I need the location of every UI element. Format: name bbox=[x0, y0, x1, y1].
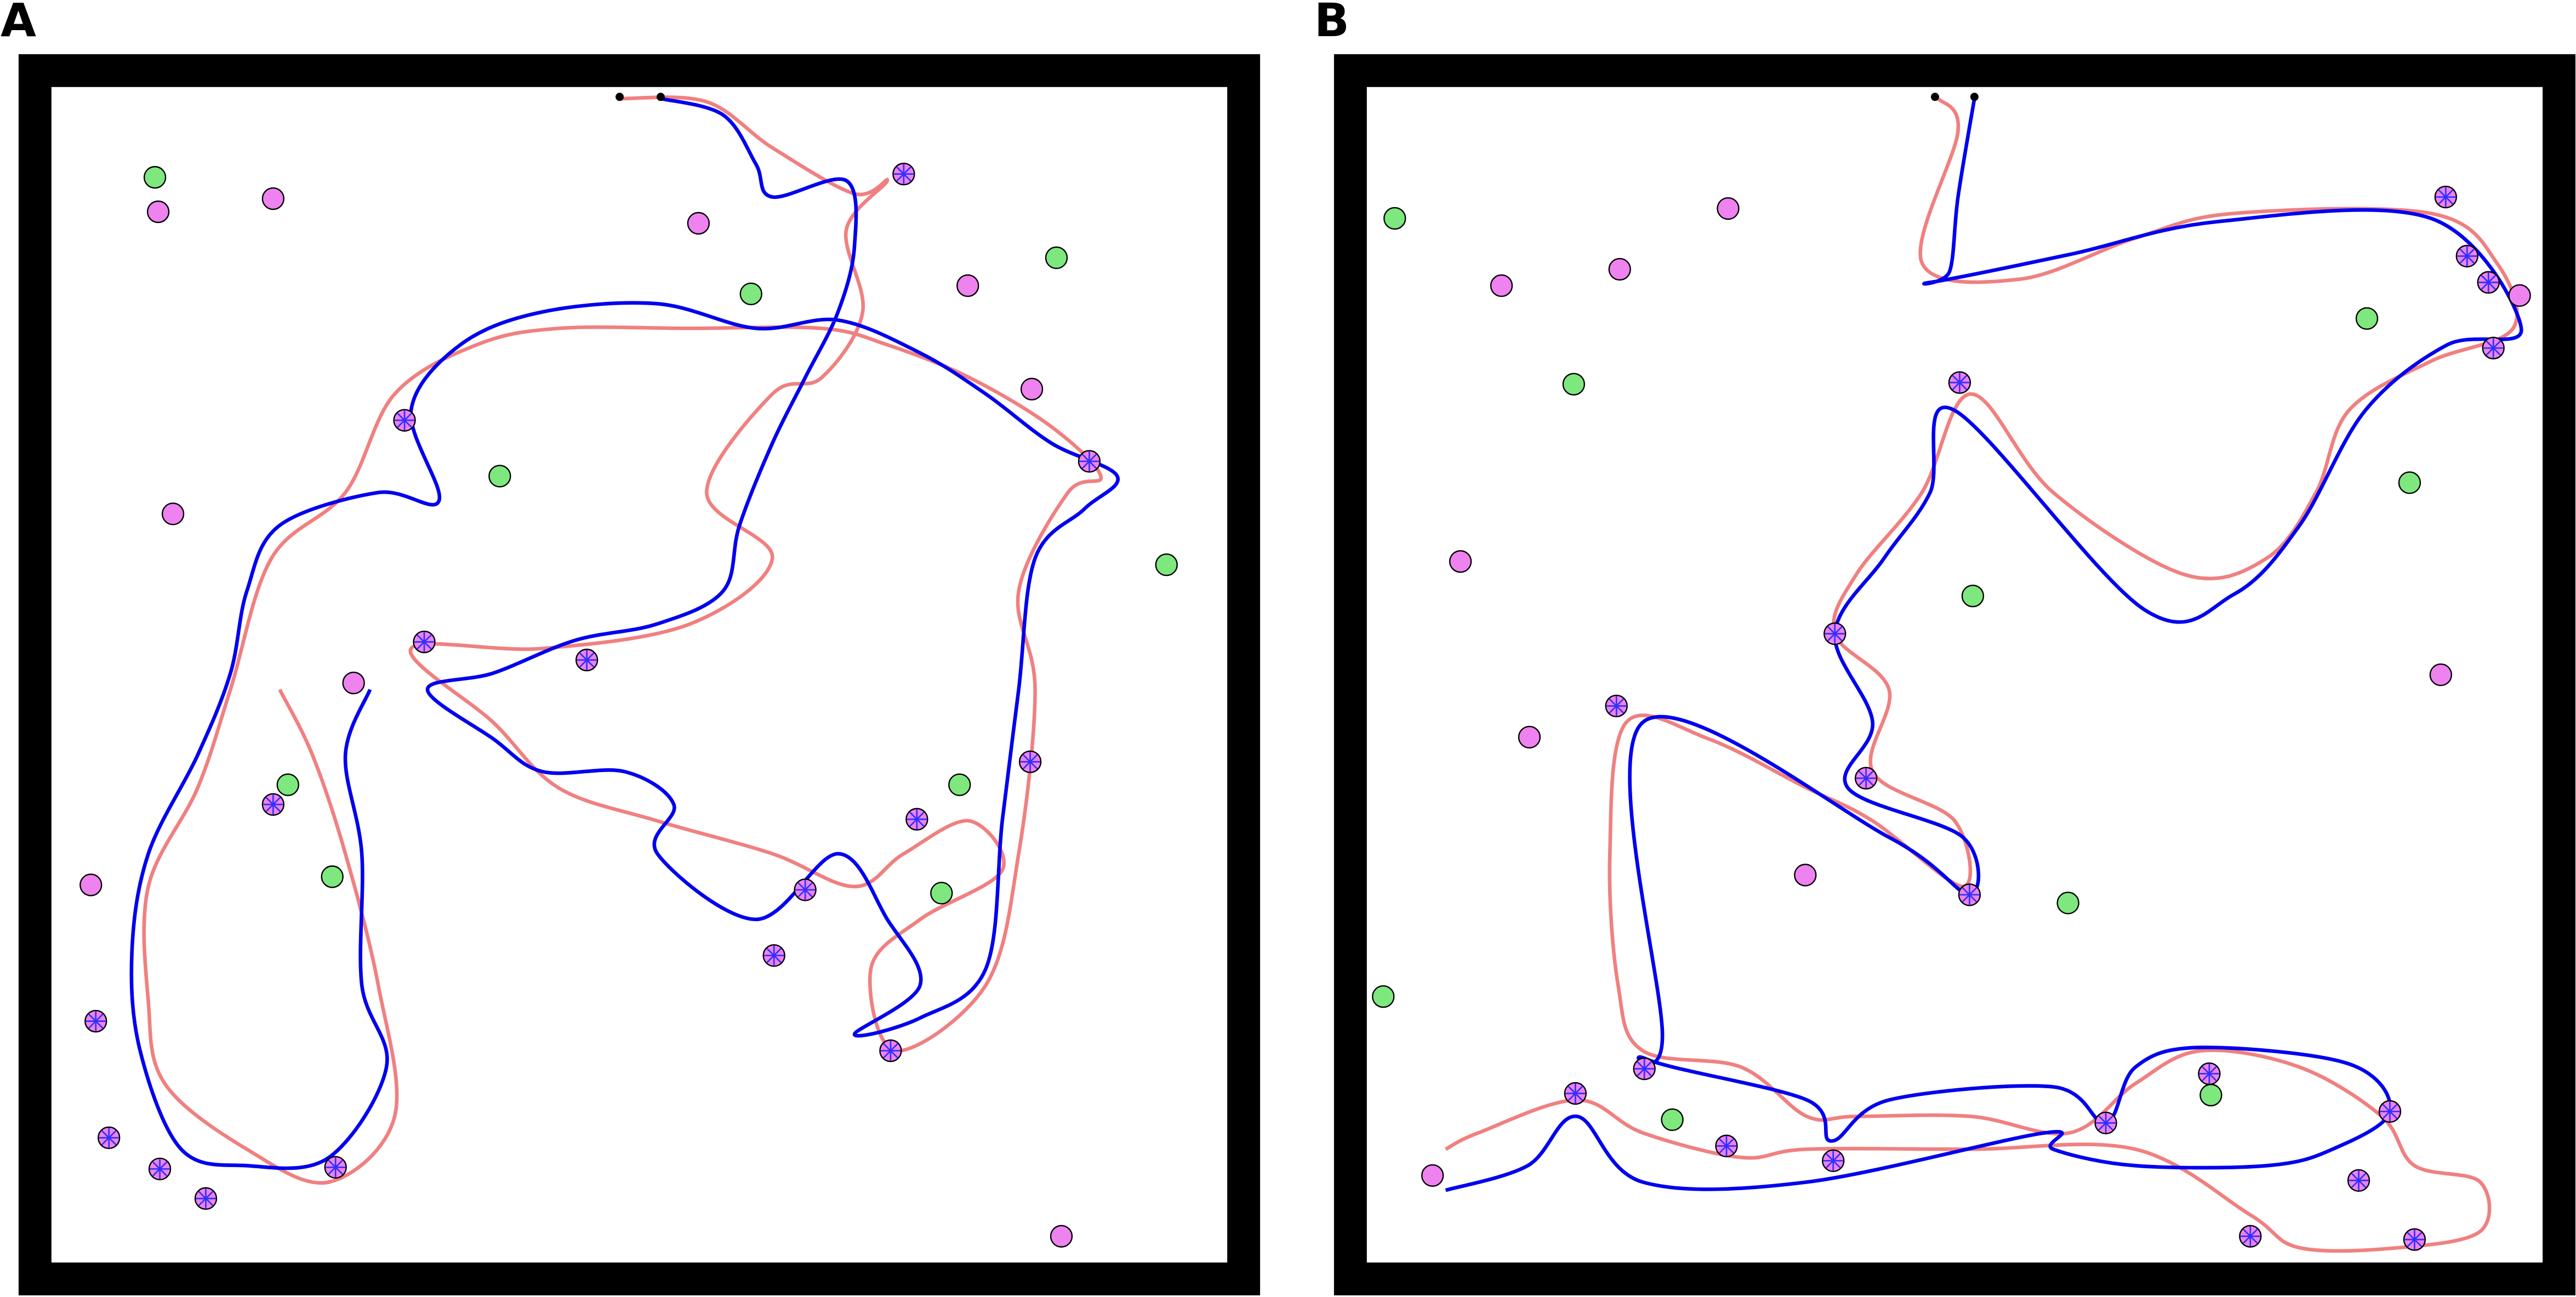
target bbox=[2429, 663, 2453, 687]
start-point bbox=[1970, 93, 1979, 101]
panel-label: A bbox=[1, 0, 36, 47]
distractor bbox=[2355, 307, 2379, 330]
distractor bbox=[488, 465, 511, 488]
distractor bbox=[1155, 553, 1178, 576]
target bbox=[1794, 864, 1817, 887]
target bbox=[1421, 1164, 1444, 1187]
visit-marker bbox=[1081, 454, 1097, 469]
start-point bbox=[1931, 93, 1939, 101]
distractor bbox=[321, 865, 344, 888]
visit-marker bbox=[2459, 248, 2475, 264]
visit-marker bbox=[2382, 1104, 2398, 1119]
distractor bbox=[1383, 207, 1406, 230]
distractor bbox=[1961, 584, 1985, 608]
panel-label: B bbox=[1314, 0, 1349, 47]
visit-marker bbox=[265, 797, 281, 812]
distractor bbox=[1045, 246, 1068, 270]
visit-marker bbox=[2438, 189, 2453, 205]
target bbox=[1449, 550, 1472, 573]
distractor bbox=[276, 773, 299, 796]
distractor bbox=[2056, 892, 2079, 915]
visit-marker bbox=[909, 812, 925, 827]
target bbox=[1490, 274, 1513, 298]
distractor bbox=[2199, 1083, 2222, 1107]
visit-marker bbox=[1826, 1153, 1841, 1168]
distractor bbox=[143, 165, 167, 189]
visit-marker bbox=[797, 882, 813, 898]
distractor bbox=[1562, 373, 1586, 396]
visit-marker bbox=[1637, 1061, 1652, 1077]
visit-marker bbox=[1022, 754, 1038, 769]
target bbox=[261, 187, 285, 210]
visit-marker bbox=[883, 1043, 898, 1059]
visit-marker bbox=[2481, 275, 2496, 290]
target bbox=[161, 502, 185, 525]
visit-marker bbox=[2351, 1173, 2367, 1188]
visit-marker bbox=[2202, 1066, 2217, 1082]
target bbox=[146, 200, 170, 224]
target bbox=[1518, 725, 1541, 749]
target bbox=[1717, 197, 1740, 220]
arena bbox=[51, 87, 1228, 1263]
start-point bbox=[656, 93, 665, 101]
visit-marker bbox=[397, 413, 412, 428]
distractor bbox=[2398, 471, 2421, 494]
visit-marker bbox=[198, 1191, 214, 1206]
target bbox=[1050, 1225, 1073, 1248]
visit-marker bbox=[579, 652, 595, 668]
visit-marker bbox=[1568, 1085, 1583, 1101]
visit-marker bbox=[766, 948, 782, 963]
distractor bbox=[948, 773, 971, 796]
visit-marker bbox=[88, 1013, 104, 1029]
target bbox=[342, 671, 365, 695]
visit-marker bbox=[101, 1130, 117, 1146]
visit-marker bbox=[1858, 770, 1874, 786]
visit-marker bbox=[1962, 887, 1977, 902]
distractor bbox=[1372, 985, 1395, 1008]
start-point bbox=[615, 93, 624, 101]
visit-marker bbox=[1719, 1138, 1734, 1154]
trajectory bbox=[129, 96, 1120, 1170]
distractor bbox=[1661, 1108, 1684, 1132]
visit-marker bbox=[1609, 698, 1624, 714]
visit-marker bbox=[2486, 340, 2501, 356]
distractor bbox=[739, 282, 762, 305]
visit-marker bbox=[2098, 1115, 2113, 1131]
target bbox=[687, 212, 710, 235]
visit-marker bbox=[896, 166, 911, 182]
visit-marker bbox=[1952, 375, 1968, 390]
target bbox=[2508, 284, 2531, 307]
visit-marker bbox=[417, 634, 432, 650]
visit-marker bbox=[2407, 1232, 2423, 1247]
arena bbox=[1366, 87, 2543, 1263]
visit-marker bbox=[2243, 1229, 2258, 1244]
target bbox=[1020, 378, 1044, 401]
target bbox=[79, 873, 102, 896]
trajectory bbox=[1445, 98, 2523, 1192]
visit-marker bbox=[328, 1159, 343, 1175]
trajectory bbox=[142, 95, 1103, 1185]
visit-marker bbox=[152, 1161, 168, 1176]
distractor bbox=[930, 882, 953, 905]
target bbox=[1608, 258, 1631, 281]
visit-marker bbox=[1827, 626, 1843, 642]
target bbox=[956, 274, 979, 298]
